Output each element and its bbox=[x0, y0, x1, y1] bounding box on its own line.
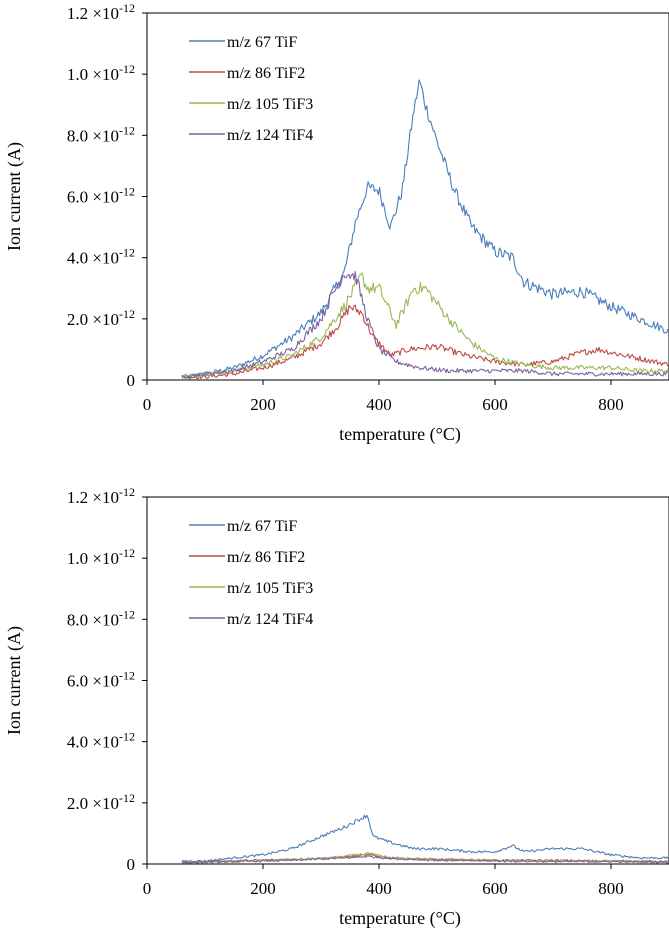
series-line-m-z-86-tif2 bbox=[181, 304, 669, 380]
y-tick-label: 2.0 ×10-12 bbox=[67, 791, 135, 813]
x-tick-label: 800 bbox=[598, 879, 624, 898]
legend-label: m/z 67 TiF bbox=[227, 34, 297, 51]
plot-area-frame bbox=[146, 12, 669, 381]
legend-label: m/z 86 TiF2 bbox=[227, 65, 305, 82]
x-tick-label: 200 bbox=[250, 395, 276, 414]
y-tick-label: 0 bbox=[127, 855, 136, 874]
y-tick-label: 6.0 ×10-12 bbox=[67, 669, 135, 691]
x-tick-label: 600 bbox=[482, 879, 508, 898]
y-tick-label: 2.0 ×10-12 bbox=[67, 307, 135, 329]
series-line-m-z-124-tif4 bbox=[181, 271, 669, 379]
y-axis-label: Ion current (A) bbox=[4, 626, 25, 735]
plot-area-frame bbox=[146, 496, 669, 865]
x-tick-label: 0 bbox=[143, 879, 152, 898]
legend-label: m/z 105 TiF3 bbox=[227, 96, 313, 113]
x-tick-label: 800 bbox=[598, 395, 624, 414]
y-tick-label: 1.2 ×10-12 bbox=[67, 1, 135, 23]
x-tick-label: 400 bbox=[366, 395, 392, 414]
y-tick-label: 0 bbox=[127, 371, 136, 390]
chart-panel-1: 0 2.0 ×10-12 4.0 ×10-12 6.0 ×10-12 8.0 ×10-1… bbox=[4, 1, 669, 445]
legend-label: m/z 105 TiF3 bbox=[227, 580, 313, 597]
y-tick-label: 1.0 ×10-12 bbox=[67, 62, 135, 84]
series-line-m-z-67-tif bbox=[181, 79, 669, 379]
y-tick-label: 1.2 ×10-12 bbox=[67, 485, 135, 507]
y-tick-label: 8.0 ×10-12 bbox=[67, 123, 135, 145]
y-tick-label: 1.0 ×10-12 bbox=[67, 546, 135, 568]
legend-label: m/z 124 TiF4 bbox=[227, 127, 313, 144]
x-tick-label: 0 bbox=[143, 395, 152, 414]
x-tick-label: 400 bbox=[366, 879, 392, 898]
x-axis-label: temperature (°C) bbox=[339, 424, 461, 445]
legend-label: m/z 86 TiF2 bbox=[227, 549, 305, 566]
legend-label: m/z 124 TiF4 bbox=[227, 611, 313, 628]
y-tick-label: 4.0 ×10-12 bbox=[67, 730, 135, 752]
y-tick-label: 4.0 ×10-12 bbox=[67, 246, 135, 268]
x-tick-label: 600 bbox=[482, 395, 508, 414]
y-tick-label: 6.0 ×10-12 bbox=[67, 185, 135, 207]
legend-label: m/z 67 TiF bbox=[227, 518, 297, 535]
x-tick-label: 200 bbox=[250, 879, 276, 898]
series-line-m-z-67-tif bbox=[181, 814, 669, 863]
y-tick-label: 8.0 ×10-12 bbox=[67, 607, 135, 629]
y-axis-label: Ion current (A) bbox=[4, 142, 25, 251]
chart-panel-2: 0 2.0 ×10-12 4.0 ×10-12 6.0 ×10-12 8.0 ×10-1… bbox=[4, 485, 669, 929]
x-axis-label: temperature (°C) bbox=[339, 908, 461, 929]
series-line-m-z-105-tif3 bbox=[181, 272, 669, 380]
series-line-m-z-124-tif4 bbox=[181, 855, 669, 864]
